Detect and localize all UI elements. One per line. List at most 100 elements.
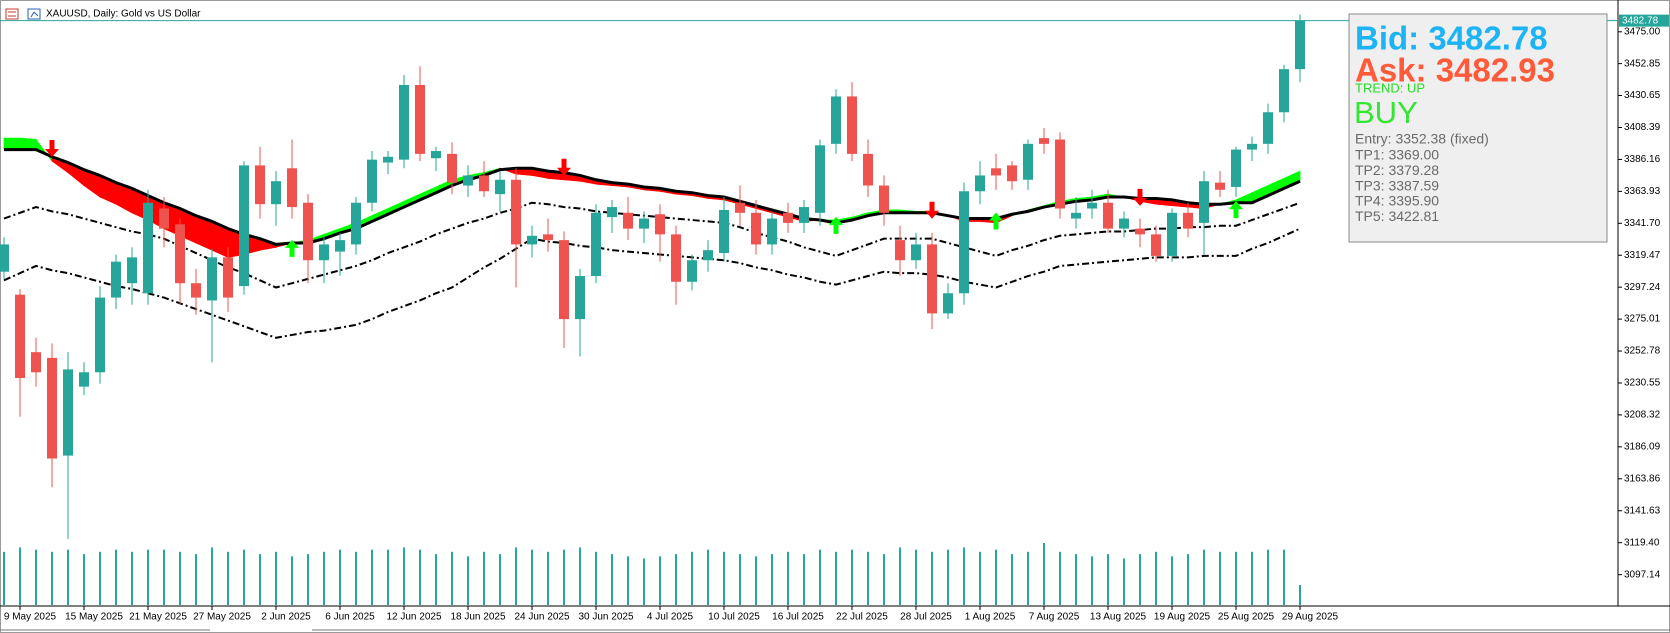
trend-text: TREND: UP	[1355, 80, 1425, 95]
panel-box	[1348, 13, 1608, 243]
candle-body	[687, 260, 697, 282]
candle-body	[1135, 228, 1145, 235]
candle-body	[271, 181, 281, 205]
x-tick-label: 16 Jul 2025	[772, 612, 824, 623]
chart-title: XAUUSD, Daily: Gold vs US Dollar	[46, 9, 201, 20]
candle-body	[847, 96, 857, 154]
candle-body	[127, 257, 137, 284]
candle-body	[591, 212, 601, 277]
sell-arrow	[925, 201, 939, 219]
candle-body	[735, 202, 745, 213]
band-line	[3, 201, 1301, 289]
target-text: TP4: 3395.90	[1355, 193, 1439, 209]
candle-body	[479, 175, 489, 192]
candle-body	[431, 151, 441, 159]
candle-body	[415, 84, 425, 154]
candle-body	[895, 240, 905, 261]
candle-body	[783, 212, 793, 223]
x-tick-label: 21 May 2025	[129, 612, 187, 623]
candle-body	[1167, 212, 1177, 256]
buy-arrow	[285, 239, 299, 257]
candle-body	[175, 224, 185, 284]
candle-body	[191, 283, 201, 298]
sell-arrow	[1133, 188, 1147, 206]
x-tick-label: 27 May 2025	[193, 612, 251, 623]
candle-body	[607, 207, 617, 218]
band-line	[3, 227, 1301, 339]
candle-body	[1199, 181, 1209, 223]
candle-body	[223, 257, 233, 298]
ribbon-segment	[19, 137, 37, 151]
candle-body	[991, 168, 1001, 176]
x-tick-label: 19 Aug 2025	[1154, 612, 1211, 623]
candle-body	[1119, 218, 1129, 229]
y-tick-label: 3341.70	[1624, 218, 1661, 229]
x-tick-label: 7 Aug 2025	[1029, 612, 1080, 623]
y-tick-label: 3119.40	[1624, 537, 1660, 548]
candle-body	[639, 218, 649, 229]
x-tick-label: 29 Aug 2025	[1282, 612, 1339, 623]
y-tick-label: 3141.63	[1624, 505, 1661, 516]
candle-body	[719, 209, 729, 254]
candle-body	[527, 235, 537, 245]
y-tick-label: 3475.00	[1624, 26, 1661, 37]
y-tick-label: 3230.55	[1624, 378, 1661, 389]
x-tick-label: 22 Jul 2025	[836, 612, 888, 623]
candle-body	[95, 297, 105, 373]
candle-body	[399, 84, 409, 160]
ribbon-segment	[3, 137, 21, 151]
buy-arrow	[829, 216, 843, 234]
candle-body	[559, 240, 569, 320]
x-tick-label: 1 Aug 2025	[965, 612, 1016, 623]
candle-body	[111, 261, 121, 298]
candle-body	[927, 244, 937, 314]
bid-label-box	[1619, 14, 1669, 27]
candle-body	[1215, 182, 1225, 190]
candle-body	[1183, 212, 1193, 229]
candle-body	[1231, 149, 1241, 187]
candle-body	[1023, 143, 1033, 180]
bid-text: Bid: 3482.78	[1355, 20, 1548, 57]
candle-body	[863, 153, 873, 186]
candle-body	[79, 372, 89, 387]
title-icons	[5, 8, 41, 20]
info-panel: Bid: 3482.78 Ask: 3482.93 TREND: UP BUY …	[1348, 13, 1608, 243]
candle-body	[287, 168, 297, 208]
candle-body	[47, 357, 57, 459]
candle-body	[319, 244, 329, 261]
candle-body	[751, 212, 761, 245]
candle-body	[799, 207, 809, 223]
x-tick-label: 10 Jul 2025	[708, 612, 760, 623]
x-tick-label: 25 Aug 2025	[1218, 612, 1275, 623]
y-tick-label: 3163.86	[1624, 473, 1661, 484]
target-text: TP3: 3387.59	[1355, 177, 1439, 193]
x-tick-label: 9 May 2025	[4, 612, 57, 623]
candle-body	[1263, 112, 1273, 144]
candle-body	[671, 234, 681, 282]
candle-body	[143, 202, 153, 294]
plot	[0, 14, 1305, 605]
y-tick-label: 3208.32	[1624, 410, 1661, 421]
candle-body	[1103, 202, 1113, 229]
candle-body	[575, 276, 585, 320]
candle-body	[703, 250, 713, 261]
x-tick-label: 28 Jul 2025	[900, 612, 952, 623]
candle-body	[0, 244, 9, 272]
candle-body	[463, 175, 473, 186]
y-tick-label: 3275.01	[1624, 314, 1661, 325]
candle-body	[623, 212, 633, 229]
x-tick-label: 12 Jun 2025	[386, 612, 441, 623]
y-tick-label: 3252.78	[1624, 346, 1661, 357]
signal-text: BUY	[1354, 95, 1418, 130]
candle-body	[1295, 20, 1305, 70]
candle-body	[495, 179, 505, 195]
candle-body	[1007, 165, 1017, 182]
candle-body	[367, 159, 377, 203]
x-tick-label: 15 May 2025	[65, 612, 123, 623]
candle-body	[31, 352, 41, 373]
sell-arrow	[45, 140, 59, 158]
icon	[27, 8, 41, 20]
candle-body	[511, 179, 521, 245]
y-tick-label: 3430.65	[1624, 90, 1661, 101]
